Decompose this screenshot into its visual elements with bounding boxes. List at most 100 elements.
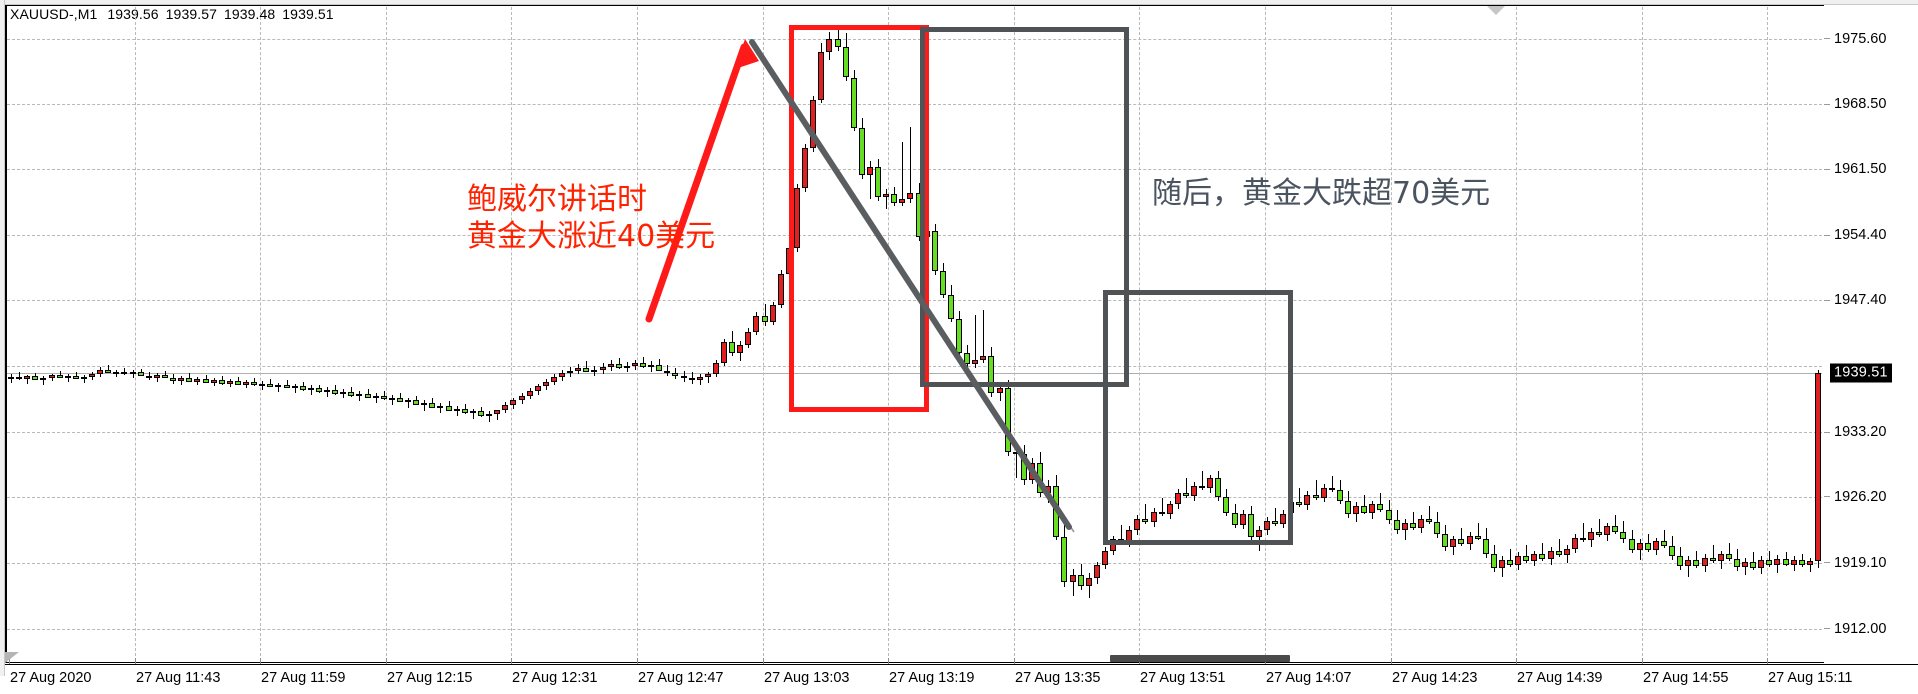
candle-body	[1345, 500, 1351, 515]
candle-body	[1645, 543, 1651, 550]
price-axis-label: 1919.10	[1824, 555, 1886, 571]
candle-body	[1256, 530, 1262, 537]
time-axis-label: 27 Aug 13:03	[764, 670, 850, 686]
candle-body	[1523, 556, 1529, 561]
candle-body	[1499, 559, 1505, 569]
candle-body	[1718, 554, 1724, 561]
candle-body	[1669, 545, 1675, 557]
candle-body	[65, 376, 71, 379]
candle-body	[1240, 513, 1246, 525]
candle-wick	[1729, 543, 1730, 561]
candle-body	[194, 378, 200, 382]
candle-body	[275, 384, 281, 388]
selloff-highlight-rectangle-1[interactable]	[920, 27, 1129, 387]
candle-body	[405, 400, 411, 403]
candle-body	[1280, 513, 1286, 524]
rally-arrow	[645, 39, 759, 323]
time-gridline	[1391, 7, 1392, 661]
rally-highlight-rectangle[interactable]	[789, 25, 929, 412]
candle-wick	[1461, 528, 1462, 546]
candle-wick	[1121, 524, 1122, 545]
price-gridline	[7, 628, 1822, 630]
low-value: 1939.48	[223, 6, 276, 22]
candle-body	[1304, 494, 1310, 506]
candle-body	[1604, 526, 1610, 535]
time-tick-mark	[1767, 658, 1768, 664]
candle-body	[1475, 535, 1481, 539]
candle-wick	[43, 376, 44, 385]
candle-wick	[1542, 543, 1543, 561]
chart-shift-marker-icon[interactable]	[1487, 6, 1505, 15]
price-axis[interactable]: 1975.60 1968.50 1961.50 1954.40 1947.40 1933.…	[1824, 5, 1918, 663]
candle-body	[1151, 511, 1157, 522]
candle-body	[284, 384, 290, 389]
price-axis-label: 1954.40	[1824, 227, 1886, 243]
candle-body	[681, 376, 687, 379]
time-gridline	[1642, 7, 1643, 661]
close-value: 1939.51	[282, 6, 334, 22]
candle-body	[259, 383, 265, 386]
candle-body	[162, 375, 168, 379]
price-plot-area[interactable]	[7, 7, 1822, 661]
candle-body	[1483, 538, 1489, 555]
candle-body	[81, 377, 87, 380]
time-axis-label: 27 Aug 14:39	[1517, 670, 1603, 686]
candle-body	[32, 376, 38, 380]
candle-wick	[1615, 515, 1616, 534]
candle-body	[1556, 550, 1562, 556]
time-axis-label: 27 Aug 13:51	[1140, 670, 1226, 686]
candle-body	[559, 373, 565, 378]
candle-body	[1134, 519, 1140, 531]
candle-body	[1377, 504, 1383, 510]
candle-wick	[384, 391, 385, 401]
candle-wick	[376, 392, 377, 404]
selloff-annotation: 随后，黄金大跌超70美元	[1152, 176, 1491, 211]
time-gridline	[1265, 7, 1266, 661]
candle-body	[478, 411, 484, 417]
candle-body	[1588, 532, 1594, 541]
candle-body	[1386, 509, 1392, 520]
high-value: 1939.57	[165, 6, 217, 22]
candle-body	[1442, 533, 1448, 547]
candle-body	[664, 370, 670, 374]
candle-wick	[457, 405, 458, 417]
time-axis-label: 27 Aug 15:11	[1768, 670, 1853, 686]
candle-wick	[1648, 533, 1649, 552]
window-top-frame	[0, 0, 1918, 5]
candle-body	[1434, 521, 1440, 534]
candle-body	[527, 391, 533, 396]
candle-body	[1783, 558, 1789, 565]
candle-wick	[1202, 470, 1203, 491]
candle-body	[300, 386, 306, 391]
candle-body	[1272, 520, 1278, 524]
candle-body	[1248, 513, 1254, 537]
time-axis-label: 27 Aug 13:35	[1015, 670, 1101, 686]
candle-body	[591, 369, 597, 372]
time-tick-mark	[763, 658, 764, 664]
candle-body	[575, 367, 581, 371]
time-axis[interactable]: 27 Aug 2020 27 Aug 11:43 27 Aug 11:59 27 Au…	[5, 658, 1918, 694]
rally-annotation-line2: 黄金大涨近40美元	[467, 218, 716, 254]
candle-body	[1070, 574, 1076, 583]
candle-body	[713, 363, 719, 375]
time-tick-mark	[1516, 658, 1517, 664]
candle-wick	[351, 387, 352, 397]
candle-wick	[108, 365, 109, 374]
candle-wick	[1073, 569, 1074, 597]
candle-wick	[1753, 552, 1754, 571]
horizontal-scrollbar-thumb[interactable]	[1110, 655, 1290, 662]
time-tick-mark	[637, 658, 638, 664]
rally-annotation: 鲍威尔讲话时 黄金大涨近40美元	[467, 182, 715, 255]
candle-body	[697, 377, 703, 380]
candle-body	[138, 372, 144, 377]
candle-wick	[408, 397, 409, 408]
selloff-highlight-rectangle-2[interactable]	[1103, 290, 1293, 545]
candle-wick	[1664, 530, 1665, 548]
candle-body	[1191, 485, 1197, 496]
candle-body	[1685, 559, 1691, 567]
candle-body	[105, 369, 111, 374]
candle-body	[1491, 554, 1497, 569]
candle-body	[227, 380, 233, 384]
candle-body	[1539, 554, 1545, 559]
